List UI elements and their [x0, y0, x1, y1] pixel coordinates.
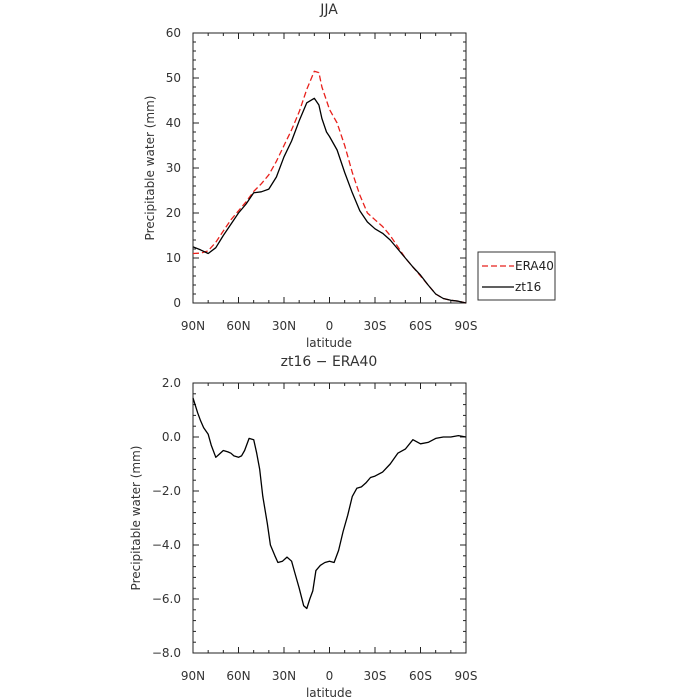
top-x-tick-label: 30N — [272, 319, 296, 333]
bottom-y-tick-label: −6.0 — [152, 592, 181, 606]
bottom-x-tick-label: 90S — [455, 669, 478, 683]
bottom-chart-series — [192, 397, 467, 610]
top-y-tick-label: 40 — [166, 116, 181, 130]
legend: ERA40 zt16 — [477, 251, 556, 301]
top-y-tick-label: 0 — [173, 296, 181, 310]
top-series-era40 — [192, 70, 467, 304]
bottom-chart-title: zt16 − ERA40 — [281, 354, 378, 370]
top-chart-title: JJA — [319, 2, 338, 18]
top-y-tick-label: 10 — [166, 251, 181, 265]
top-chart-series — [192, 70, 467, 304]
top-plot-frame — [192, 32, 467, 304]
bottom-x-tick-label: 90N — [181, 669, 205, 683]
legend-box — [477, 251, 556, 301]
top-x-tick-label: 60N — [226, 319, 250, 333]
top-x-tick-label: 30S — [364, 319, 387, 333]
top-y-tick-label: 60 — [166, 26, 181, 40]
bottom-x-tick-label: 60N — [226, 669, 250, 683]
legend-zt16-label: zt16 — [515, 280, 541, 294]
top-x-tick-label: 90S — [455, 319, 478, 333]
bottom-y-tick-label: −4.0 — [152, 538, 181, 552]
top-chart: JJA latitude Precipitable water (mm) 90N… — [143, 2, 477, 350]
top-series-zt16 — [192, 97, 467, 304]
top-y-tick-label: 50 — [166, 71, 181, 85]
top-x-tick-label: 0 — [326, 319, 334, 333]
top-y-tick-label: 20 — [166, 206, 181, 220]
bottom-x-tick-label: 60S — [409, 669, 432, 683]
bottom-x-tick-label: 30N — [272, 669, 296, 683]
bottom-chart-ylabel: Precipitable water (mm) — [129, 446, 143, 591]
legend-era40-label: ERA40 — [515, 259, 554, 273]
bottom-y-tick-label: −2.0 — [152, 484, 181, 498]
bottom-y-tick-label: 2.0 — [162, 376, 181, 390]
bottom-chart-xlabel: latitude — [306, 686, 352, 700]
top-x-tick-label: 60S — [409, 319, 432, 333]
bottom-y-tick-label: 0.0 — [162, 430, 181, 444]
top-chart-xlabel: latitude — [306, 336, 352, 350]
bottom-series-line-0 — [192, 397, 467, 610]
bottom-y-tick-label: −8.0 — [152, 646, 181, 660]
bottom-chart-ticks: 90N 60N 30N 0 30S 60S 90S 2.0 0.0 −2.0 −4.0 −6.0 −8.… — [152, 376, 478, 683]
top-y-tick-label: 30 — [166, 161, 181, 175]
top-x-tick-label: 90N — [181, 319, 205, 333]
bottom-chart: zt16 − ERA40 latitude Precipitable water… — [129, 354, 477, 700]
bottom-x-tick-label: 0 — [326, 669, 334, 683]
bottom-x-tick-label: 30S — [364, 669, 387, 683]
top-chart-ylabel: Precipitable water (mm) — [143, 96, 157, 241]
bottom-plot-frame — [192, 382, 467, 654]
top-chart-ticks: 90N 60N 30N 0 30S 60S 90S 0 10 20 30 40 50 60 — [166, 26, 478, 333]
